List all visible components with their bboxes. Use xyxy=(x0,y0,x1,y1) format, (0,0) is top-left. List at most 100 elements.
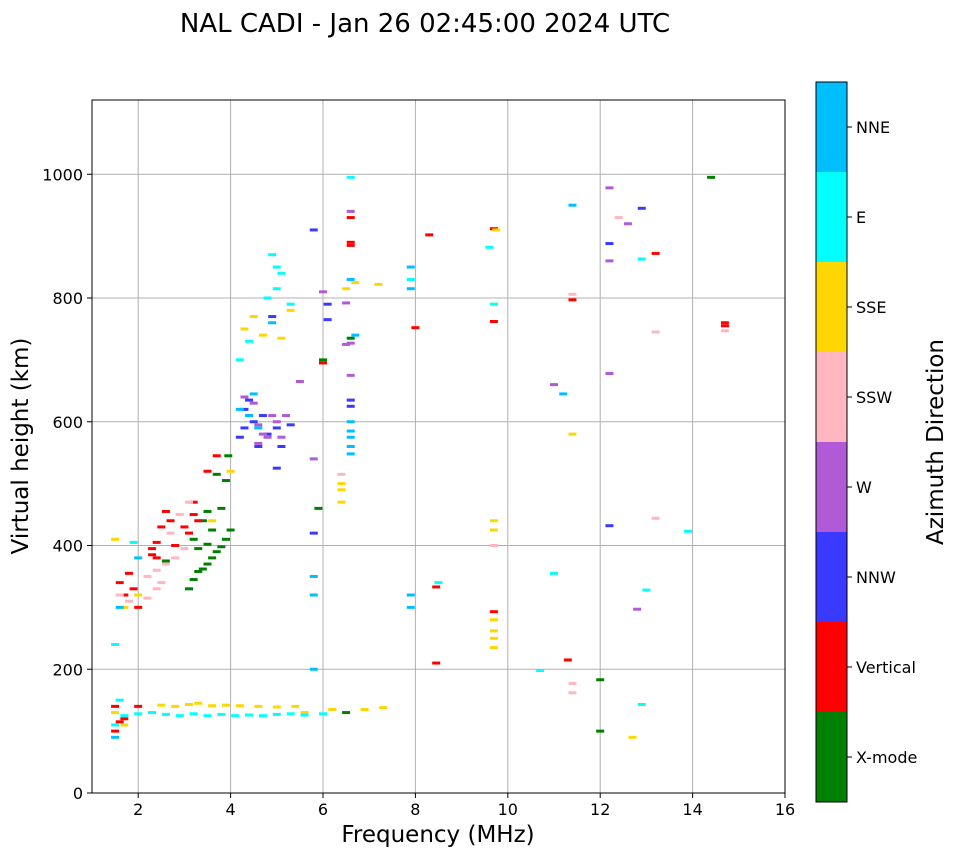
echo-point xyxy=(277,271,286,275)
echo-point xyxy=(568,432,577,436)
echo-point xyxy=(291,704,300,708)
echo-point xyxy=(489,629,498,633)
echo-point xyxy=(489,320,498,324)
echo-point xyxy=(268,315,277,319)
echo-point xyxy=(111,729,120,733)
colorbar-tick-label: Vertical xyxy=(856,658,916,677)
echo-point xyxy=(605,242,614,246)
echo-point xyxy=(194,547,203,551)
echo-point xyxy=(235,407,244,411)
echo-point xyxy=(249,420,258,424)
echo-point xyxy=(254,445,263,448)
echo-point xyxy=(120,605,129,609)
colorbar-segment xyxy=(816,172,847,262)
y-axis-ticks: 0 200 400 600 800 1000 xyxy=(42,165,92,803)
echo-point xyxy=(346,404,355,408)
echo-point xyxy=(323,318,332,322)
echo-point xyxy=(245,339,254,343)
echo-point xyxy=(319,290,327,294)
echo-point xyxy=(272,712,281,716)
echo-point xyxy=(129,540,138,544)
echo-point xyxy=(637,257,646,261)
x-tick-label: 12 xyxy=(590,800,610,819)
echo-point xyxy=(226,469,235,473)
echo-point xyxy=(240,327,249,331)
echo-point xyxy=(134,605,143,609)
echo-point xyxy=(346,435,355,439)
echo-point xyxy=(374,282,383,286)
echo-point xyxy=(249,401,258,405)
echo-point xyxy=(651,251,660,255)
y-tick-label: 200 xyxy=(52,660,83,679)
echo-point xyxy=(628,735,637,739)
echo-point xyxy=(134,593,143,597)
y-axis-label: Virtual height (km) xyxy=(8,338,34,555)
echo-point xyxy=(346,175,355,179)
y-tick-label: 400 xyxy=(52,537,83,556)
echo-point xyxy=(115,581,124,585)
echo-point xyxy=(148,547,157,551)
echo-point xyxy=(263,296,272,300)
x-axis-ticks: 2 4 6 8 10 12 14 16 xyxy=(133,793,795,819)
echo-point xyxy=(189,513,198,517)
echo-point xyxy=(633,607,642,611)
echo-point xyxy=(208,556,217,560)
echo-point xyxy=(346,209,355,213)
echo-point xyxy=(120,714,129,718)
echo-point xyxy=(208,519,217,523)
echo-point xyxy=(203,469,212,473)
echo-point xyxy=(268,253,277,257)
colorbar-tick-label: NNE xyxy=(856,118,890,137)
echo-point xyxy=(224,454,233,458)
echo-point xyxy=(111,711,120,715)
echo-point xyxy=(319,358,327,362)
echo-point xyxy=(379,706,388,710)
echo-point xyxy=(596,729,605,733)
echo-point xyxy=(337,500,346,504)
echo-point xyxy=(605,371,614,375)
echo-point xyxy=(406,277,415,281)
colorbar-tick-label: SSW xyxy=(856,388,892,407)
echo-point xyxy=(623,222,632,226)
echo-point xyxy=(134,704,143,708)
echo-point xyxy=(143,596,152,600)
echo-point xyxy=(235,435,244,439)
colorbar-segment xyxy=(816,442,847,532)
x-tick-label: 10 xyxy=(498,800,518,819)
echo-point xyxy=(263,432,272,436)
chart-title: NAL CADI - Jan 26 02:45:00 2024 UTC xyxy=(180,9,670,39)
echo-point xyxy=(277,445,286,448)
echo-point xyxy=(295,380,304,384)
echo-point xyxy=(231,714,240,718)
echo-point xyxy=(323,302,332,306)
colorbar-tick-label: E xyxy=(856,208,866,227)
echo-point xyxy=(212,454,221,458)
echo-point xyxy=(111,704,120,708)
y-tick-label: 0 xyxy=(73,784,83,803)
echo-point xyxy=(346,277,355,281)
echo-point xyxy=(277,336,286,340)
echo-point xyxy=(180,547,189,551)
echo-point xyxy=(568,203,577,207)
echo-point xyxy=(434,581,443,585)
colorbar-segment xyxy=(816,712,847,802)
echo-point xyxy=(651,330,660,334)
echo-point xyxy=(157,525,166,529)
echo-point xyxy=(189,537,198,541)
echo-point xyxy=(406,287,415,291)
series-vertical xyxy=(111,216,729,733)
echo-point xyxy=(111,643,120,646)
echo-point xyxy=(226,528,235,532)
echo-point xyxy=(300,711,309,715)
echo-point xyxy=(171,544,180,547)
echo-point xyxy=(124,599,133,603)
echo-point xyxy=(235,704,244,708)
y-tick-label: 600 xyxy=(52,413,83,432)
colorbar-frame xyxy=(815,81,848,803)
echo-point xyxy=(328,707,337,711)
echo-point xyxy=(286,423,295,427)
echo-point xyxy=(152,568,161,572)
echo-point xyxy=(254,441,263,445)
echo-point xyxy=(189,500,198,504)
echo-point xyxy=(198,567,207,571)
